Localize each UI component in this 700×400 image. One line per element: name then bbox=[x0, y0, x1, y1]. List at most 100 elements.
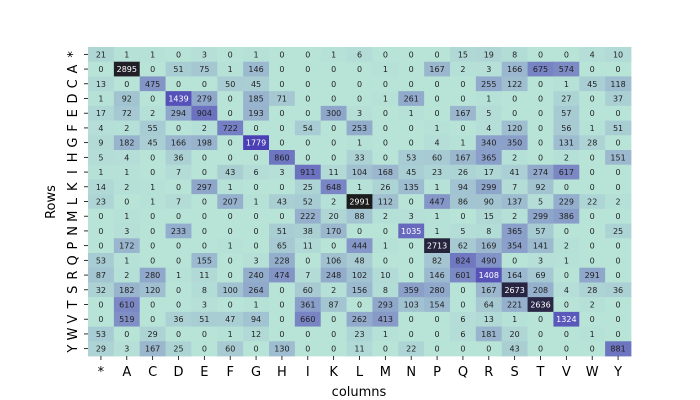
heatmap-cell bbox=[243, 47, 270, 63]
heatmap-cell bbox=[217, 341, 244, 357]
cell-value-label: 0 bbox=[435, 50, 440, 59]
heatmap-cell bbox=[269, 164, 296, 180]
heatmap-cell bbox=[527, 76, 554, 92]
heatmap-cell bbox=[424, 267, 451, 283]
cell-value-label: 2 bbox=[202, 124, 207, 133]
cell-value-label: 53 bbox=[96, 330, 106, 339]
cell-value-label: 3 bbox=[254, 256, 259, 265]
cell-value-label: 1 bbox=[383, 242, 388, 251]
heatmap-cell bbox=[346, 47, 373, 63]
heatmap-cell bbox=[88, 150, 115, 166]
heatmap-cell bbox=[165, 179, 192, 195]
heatmap-cell bbox=[269, 208, 296, 224]
heatmap-cell bbox=[243, 135, 270, 151]
y-tick-label: L bbox=[66, 197, 81, 205]
cell-value-label: 0 bbox=[590, 315, 595, 324]
y-tick-label: G bbox=[66, 138, 81, 148]
heatmap-cell bbox=[113, 150, 141, 166]
cell-value-label: 1779 bbox=[246, 139, 266, 148]
cell-value-label: 255 bbox=[481, 80, 496, 89]
cell-value-label: 1 bbox=[228, 183, 233, 192]
heatmap-cell bbox=[501, 164, 528, 180]
y-tick-label: K bbox=[66, 182, 81, 191]
cell-value-label: 106 bbox=[326, 256, 341, 265]
heatmap-cell bbox=[139, 297, 166, 313]
heatmap-cell bbox=[501, 253, 528, 269]
x-tick-label: G bbox=[251, 365, 261, 380]
cell-value-label: 45 bbox=[406, 168, 416, 177]
cell-value-label: 0 bbox=[435, 109, 440, 118]
cell-value-label: 0 bbox=[460, 345, 465, 354]
cell-value-label: 2 bbox=[124, 183, 129, 192]
cell-value-label: 386 bbox=[559, 212, 574, 221]
heatmap-cell bbox=[579, 61, 606, 77]
cell-value-label: 0 bbox=[383, 50, 388, 59]
cell-value-label: 90 bbox=[484, 198, 494, 207]
x-tick-label: K bbox=[329, 365, 338, 380]
heatmap-cell bbox=[294, 267, 322, 283]
heatmap-cell bbox=[372, 282, 399, 298]
heatmap-cell bbox=[269, 179, 296, 195]
cell-value-label: 0 bbox=[254, 227, 259, 236]
heatmap-cell bbox=[501, 120, 528, 136]
heatmap-cell bbox=[139, 135, 166, 151]
cell-value-label: 3 bbox=[124, 345, 129, 354]
heatmap-cell bbox=[113, 47, 141, 63]
heatmap-cell bbox=[113, 297, 141, 313]
cell-value-label: 601 bbox=[455, 271, 470, 280]
heatmap-cell bbox=[165, 47, 192, 63]
heatmap-cell bbox=[294, 223, 322, 239]
heatmap-cell bbox=[527, 105, 554, 121]
cell-value-label: 0 bbox=[279, 65, 284, 74]
y-tick-label: Y bbox=[66, 345, 81, 354]
cell-value-label: 0 bbox=[176, 242, 181, 251]
cell-value-label: 0 bbox=[616, 139, 621, 148]
heatmap-cell bbox=[605, 61, 632, 77]
cell-value-label: 354 bbox=[507, 242, 522, 251]
heatmap-cell bbox=[88, 253, 115, 269]
heatmap-cell bbox=[269, 76, 296, 92]
cell-value-label: 0 bbox=[331, 330, 336, 339]
y-tick-label: I bbox=[66, 170, 81, 174]
heatmap-cell bbox=[553, 91, 580, 107]
cell-value-label: 0 bbox=[228, 139, 233, 148]
cell-value-label: 0 bbox=[538, 124, 543, 133]
heatmap-cell bbox=[398, 61, 425, 77]
cell-value-label: 0 bbox=[460, 80, 465, 89]
cell-value-label: 1 bbox=[357, 183, 362, 192]
cell-value-label: 233 bbox=[171, 227, 186, 236]
heatmap-cell bbox=[527, 164, 554, 180]
cell-value-label: 0 bbox=[435, 315, 440, 324]
cell-value-label: 1 bbox=[150, 198, 155, 207]
cell-value-label: 0 bbox=[564, 330, 569, 339]
heatmap-cell bbox=[501, 341, 528, 357]
cell-value-label: 0 bbox=[616, 212, 621, 221]
heatmap-cell bbox=[501, 297, 528, 313]
cell-value-label: 164 bbox=[507, 271, 522, 280]
x-tick-label: I bbox=[306, 365, 310, 380]
cell-value-label: 120 bbox=[145, 286, 160, 295]
heatmap-cell bbox=[165, 164, 192, 180]
heatmap-cell bbox=[605, 341, 632, 357]
heatmap-cell bbox=[579, 311, 606, 327]
cell-value-label: 208 bbox=[533, 286, 548, 295]
cell-value-label: 33 bbox=[354, 153, 364, 162]
cell-value-label: 1 bbox=[590, 124, 595, 133]
heatmap-cell bbox=[269, 120, 296, 136]
cell-value-label: 0 bbox=[150, 301, 155, 310]
heatmap-cell bbox=[243, 267, 270, 283]
heatmap-cell bbox=[605, 76, 632, 92]
heatmap-cell bbox=[501, 47, 528, 63]
cell-value-label: 1 bbox=[564, 256, 569, 265]
heatmap-cell bbox=[269, 61, 296, 77]
heatmap-cell bbox=[269, 150, 296, 166]
heatmap-cell bbox=[424, 238, 451, 254]
cell-value-label: 0 bbox=[409, 80, 414, 89]
heatmap-cell bbox=[217, 91, 244, 107]
heatmap-cell bbox=[579, 120, 606, 136]
cell-value-label: 104 bbox=[352, 168, 367, 177]
cell-value-label: 0 bbox=[254, 345, 259, 354]
heatmap-cell bbox=[501, 311, 528, 327]
heatmap-cell bbox=[424, 311, 451, 327]
cell-value-label: 4 bbox=[564, 286, 569, 295]
